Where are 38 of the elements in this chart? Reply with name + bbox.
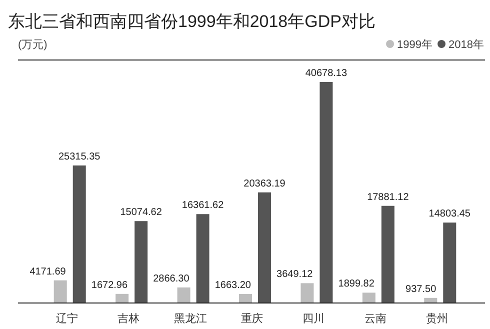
bar (320, 82, 333, 303)
bar (443, 222, 456, 303)
data-label: 3649.12 (276, 269, 314, 280)
x-tick-label: 四川 (302, 312, 325, 325)
bar (300, 283, 314, 303)
data-label: 15074.62 (120, 207, 162, 218)
bar (134, 221, 148, 303)
legend-label: 2018年 (448, 39, 484, 51)
data-label: 937.50 (406, 284, 437, 295)
y-axis-title: (万元) (18, 39, 48, 51)
data-label: 2866.30 (153, 273, 190, 284)
x-tick-label: 黑龙江 (174, 312, 207, 325)
x-tick-label: 重庆 (241, 312, 263, 325)
bar (239, 294, 252, 303)
legend-label: 1999年 (397, 39, 433, 51)
data-label: 20363.19 (244, 178, 286, 190)
bar (116, 294, 129, 303)
bar (258, 192, 271, 303)
data-label: 14803.45 (428, 208, 471, 220)
data-label: 4171.69 (30, 266, 66, 278)
x-tick-label: 云南 (364, 312, 386, 325)
chart-title: 东北三省和西南四省份1999年和2018年GDP对比 (8, 12, 376, 31)
x-tick-label: 贵州 (426, 312, 448, 325)
x-tick-label: 辽宁 (56, 312, 78, 325)
bar (196, 214, 210, 303)
bar (72, 165, 86, 303)
data-label: 1663.20 (214, 280, 252, 291)
bar (362, 292, 376, 303)
data-label: 1672.96 (91, 280, 128, 291)
data-label: 1899.82 (338, 278, 375, 290)
data-label: 16361.62 (182, 200, 224, 212)
data-label: 40678.13 (305, 68, 348, 79)
data-label: 17881.12 (367, 192, 410, 203)
bar (54, 280, 67, 303)
bar (177, 287, 190, 303)
x-tick-label: 吉林 (118, 312, 140, 325)
data-label: 25315.35 (58, 151, 101, 162)
bar (381, 206, 394, 303)
